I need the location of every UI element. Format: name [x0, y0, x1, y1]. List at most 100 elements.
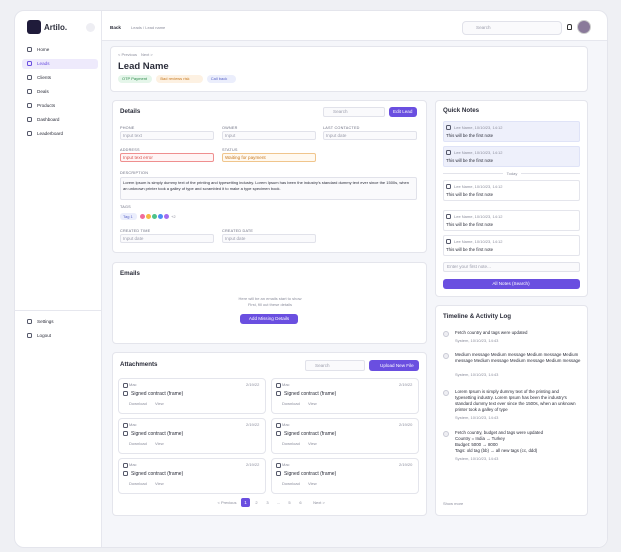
note-icon	[446, 214, 451, 219]
view-link[interactable]: View	[155, 481, 164, 486]
file-name: Signed contract (frame)	[131, 430, 184, 437]
file-owner: Mac	[282, 462, 290, 467]
tag: Bad reviews risk	[160, 76, 190, 81]
view-link[interactable]: View	[308, 441, 317, 446]
nav-item[interactable]: Leaderboard	[37, 130, 64, 136]
download-link[interactable]: Download	[282, 401, 300, 406]
file-icon	[276, 471, 281, 476]
timeline-meta: System, 10/10/23, 14:43	[455, 456, 499, 461]
more-tags: +2	[171, 213, 176, 219]
timeline-text: Lorem Ipsum is simply dummy text of the …	[455, 389, 576, 412]
nav-item[interactable]: Deals	[37, 88, 49, 94]
timeline-text: Budget: 5000 → 8000	[455, 442, 498, 447]
timeline-text: Fetch country and tags were updated	[455, 330, 528, 335]
page-link[interactable]: ...	[276, 500, 281, 505]
field-label: CREATED DATE	[222, 229, 254, 233]
timeline-icon	[443, 353, 449, 359]
breadcrumb: Leads / Lead name	[131, 25, 166, 30]
bell-icon[interactable]	[567, 24, 572, 30]
file-owner: Mac	[129, 382, 137, 387]
card-title: Timeline & Activity Log	[443, 313, 512, 320]
tag: Tag 1	[123, 213, 133, 219]
note-meta: Lee Name, 10/10/23, 14:12	[454, 149, 503, 155]
field-value: Input text	[123, 132, 142, 138]
field-input[interactable]	[222, 153, 316, 162]
timeline-meta: System, 10/10/23, 14:43	[455, 338, 499, 343]
field-value: Input date	[123, 235, 144, 241]
note-placeholder: Enter your first note...	[447, 264, 491, 269]
nav-icon	[27, 319, 32, 324]
nav-item[interactable]: Settings	[37, 318, 54, 324]
tag: Call back	[210, 76, 228, 81]
download-link[interactable]: Download	[129, 441, 147, 446]
file-date: 2/19/20	[399, 422, 413, 427]
page-link[interactable]: 1	[244, 500, 247, 505]
page-link[interactable]: 3	[266, 500, 269, 505]
field-value: Input date	[225, 235, 246, 241]
view-link[interactable]: View	[155, 401, 164, 406]
note-text: This will be the first note	[446, 192, 494, 197]
file-name: Signed contract (frame)	[284, 390, 337, 397]
field-input[interactable]	[222, 131, 316, 140]
nav-item[interactable]: Clients	[37, 74, 52, 80]
field-label: OWNER	[222, 126, 238, 130]
upload-button[interactable]	[369, 360, 419, 371]
nav-item[interactable]: Products	[37, 102, 56, 108]
edit-button[interactable]	[389, 107, 417, 117]
field-input[interactable]	[120, 131, 214, 140]
field-input[interactable]	[120, 153, 214, 162]
previous-link[interactable]: < Previous	[118, 52, 138, 57]
details-search[interactable]	[323, 107, 385, 117]
file-name: Signed contract (frame)	[284, 430, 337, 437]
note	[443, 146, 580, 167]
nav-item[interactable]: Dashboard	[37, 116, 60, 122]
page-link[interactable]: < Previous	[217, 500, 237, 505]
download-link[interactable]: Download	[129, 481, 147, 486]
button-label: Upload New File	[380, 362, 414, 368]
add-details-button[interactable]	[240, 314, 298, 324]
view-link[interactable]: View	[308, 481, 317, 486]
file-date: 2/19/20	[399, 462, 413, 467]
file-date: 2/19/22	[246, 382, 260, 387]
download-link[interactable]: Download	[282, 481, 300, 486]
nav-icon	[27, 61, 32, 66]
nav-item[interactable]: Home	[37, 46, 50, 52]
avatar[interactable]	[577, 20, 591, 34]
note-input[interactable]	[443, 262, 580, 272]
page-link[interactable]: 5	[288, 500, 291, 505]
next-link[interactable]: Next >	[141, 52, 153, 57]
tag-chip	[120, 213, 137, 220]
download-link[interactable]: Download	[282, 441, 300, 446]
nav-icon	[27, 131, 32, 136]
field-input[interactable]	[323, 131, 417, 140]
back-link[interactable]: Back	[110, 25, 121, 30]
attachments-search[interactable]	[305, 360, 365, 371]
all-notes-button[interactable]	[443, 279, 580, 289]
page-link[interactable]: 2	[255, 500, 258, 505]
page-link[interactable]: Next >	[313, 500, 325, 505]
search-box[interactable]	[462, 21, 562, 35]
nav-item[interactable]: Leads	[37, 60, 50, 66]
tag-pill	[206, 75, 237, 83]
card-title: Emails	[120, 270, 140, 277]
page-active	[241, 498, 250, 507]
note-icon	[446, 239, 451, 244]
download-link[interactable]: Download	[129, 401, 147, 406]
file-date: 2/19/22	[399, 382, 413, 387]
nav-item[interactable]: Logout	[37, 332, 52, 338]
view-link[interactable]: View	[308, 401, 317, 406]
user-icon	[123, 422, 128, 428]
divider-label: Today	[506, 170, 518, 176]
note-icon	[446, 125, 451, 130]
collapse-button[interactable]	[86, 23, 95, 32]
field-input[interactable]	[120, 234, 214, 243]
field-input[interactable]	[222, 234, 316, 243]
page-link[interactable]: 6	[299, 500, 302, 505]
tag-color-dot	[152, 214, 157, 219]
timeline-meta: System, 10/10/23, 14:43	[455, 372, 499, 377]
show-more[interactable]: Show more	[443, 501, 464, 506]
view-link[interactable]: View	[155, 441, 164, 446]
nav-icon	[27, 47, 32, 52]
topbar-divider	[102, 40, 607, 41]
timeline-icon	[443, 331, 449, 337]
